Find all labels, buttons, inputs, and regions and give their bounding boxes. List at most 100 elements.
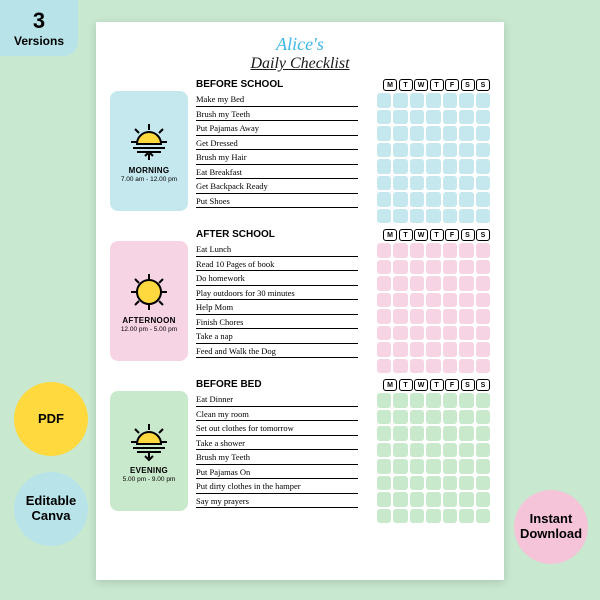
checkbox-cell[interactable] (459, 459, 474, 474)
checkbox-cell[interactable] (377, 393, 392, 408)
checkbox-cell[interactable] (410, 276, 425, 291)
checkbox-cell[interactable] (410, 309, 425, 324)
checkbox-cell[interactable] (476, 426, 491, 441)
checkbox-cell[interactable] (443, 393, 458, 408)
checkbox-cell[interactable] (393, 476, 408, 491)
checkbox-cell[interactable] (443, 509, 458, 524)
checkbox-cell[interactable] (393, 492, 408, 507)
checkbox-cell[interactable] (459, 293, 474, 308)
checkbox-cell[interactable] (410, 342, 425, 357)
checkbox-cell[interactable] (476, 309, 491, 324)
checkbox-cell[interactable] (393, 143, 408, 158)
checkbox-cell[interactable] (443, 459, 458, 474)
checkbox-cell[interactable] (476, 209, 491, 224)
checkbox-cell[interactable] (443, 309, 458, 324)
checkbox-cell[interactable] (426, 410, 441, 425)
checkbox-cell[interactable] (377, 192, 392, 207)
checkbox-cell[interactable] (410, 410, 425, 425)
checkbox-cell[interactable] (410, 143, 425, 158)
checkbox-cell[interactable] (476, 126, 491, 141)
checkbox-cell[interactable] (426, 159, 441, 174)
checkbox-cell[interactable] (393, 393, 408, 408)
checkbox-cell[interactable] (459, 192, 474, 207)
checkbox-cell[interactable] (426, 276, 441, 291)
checkbox-cell[interactable] (426, 93, 441, 108)
checkbox-cell[interactable] (443, 159, 458, 174)
checkbox-cell[interactable] (393, 309, 408, 324)
checkbox-cell[interactable] (410, 293, 425, 308)
checkbox-cell[interactable] (393, 459, 408, 474)
checkbox-cell[interactable] (410, 476, 425, 491)
checkbox-cell[interactable] (443, 209, 458, 224)
checkbox-cell[interactable] (377, 342, 392, 357)
checkbox-cell[interactable] (476, 260, 491, 275)
checkbox-cell[interactable] (377, 260, 392, 275)
checkbox-cell[interactable] (476, 476, 491, 491)
checkbox-cell[interactable] (410, 110, 425, 125)
checkbox-cell[interactable] (459, 93, 474, 108)
checkbox-cell[interactable] (426, 243, 441, 258)
checkbox-cell[interactable] (459, 342, 474, 357)
checkbox-cell[interactable] (377, 143, 392, 158)
checkbox-cell[interactable] (410, 209, 425, 224)
checkbox-cell[interactable] (459, 309, 474, 324)
checkbox-cell[interactable] (476, 326, 491, 341)
checkbox-cell[interactable] (393, 326, 408, 341)
checkbox-cell[interactable] (476, 459, 491, 474)
checkbox-cell[interactable] (459, 260, 474, 275)
checkbox-cell[interactable] (459, 243, 474, 258)
checkbox-cell[interactable] (393, 342, 408, 357)
checkbox-cell[interactable] (459, 176, 474, 191)
checkbox-cell[interactable] (410, 509, 425, 524)
checkbox-cell[interactable] (459, 476, 474, 491)
checkbox-cell[interactable] (443, 192, 458, 207)
checkbox-cell[interactable] (459, 509, 474, 524)
checkbox-cell[interactable] (476, 192, 491, 207)
checkbox-cell[interactable] (393, 410, 408, 425)
checkbox-cell[interactable] (443, 326, 458, 341)
checkbox-cell[interactable] (393, 176, 408, 191)
checkbox-cell[interactable] (426, 492, 441, 507)
checkbox-cell[interactable] (459, 126, 474, 141)
checkbox-cell[interactable] (459, 110, 474, 125)
checkbox-cell[interactable] (459, 393, 474, 408)
checkbox-cell[interactable] (426, 393, 441, 408)
checkbox-cell[interactable] (377, 110, 392, 125)
checkbox-cell[interactable] (443, 176, 458, 191)
checkbox-cell[interactable] (377, 509, 392, 524)
checkbox-cell[interactable] (410, 459, 425, 474)
checkbox-cell[interactable] (426, 509, 441, 524)
checkbox-cell[interactable] (410, 326, 425, 341)
checkbox-cell[interactable] (410, 260, 425, 275)
checkbox-cell[interactable] (393, 443, 408, 458)
checkbox-cell[interactable] (476, 293, 491, 308)
checkbox-cell[interactable] (443, 126, 458, 141)
checkbox-cell[interactable] (410, 159, 425, 174)
checkbox-cell[interactable] (410, 359, 425, 374)
checkbox-cell[interactable] (443, 293, 458, 308)
checkbox-cell[interactable] (443, 426, 458, 441)
checkbox-cell[interactable] (426, 476, 441, 491)
checkbox-cell[interactable] (443, 410, 458, 425)
checkbox-cell[interactable] (377, 243, 392, 258)
checkbox-cell[interactable] (410, 443, 425, 458)
checkbox-cell[interactable] (377, 492, 392, 507)
checkbox-cell[interactable] (377, 93, 392, 108)
checkbox-cell[interactable] (476, 110, 491, 125)
checkbox-cell[interactable] (476, 143, 491, 158)
checkbox-cell[interactable] (443, 492, 458, 507)
checkbox-cell[interactable] (377, 159, 392, 174)
checkbox-cell[interactable] (459, 209, 474, 224)
checkbox-cell[interactable] (459, 326, 474, 341)
checkbox-cell[interactable] (377, 209, 392, 224)
checkbox-cell[interactable] (410, 192, 425, 207)
checkbox-cell[interactable] (476, 393, 491, 408)
checkbox-cell[interactable] (426, 176, 441, 191)
checkbox-cell[interactable] (443, 359, 458, 374)
checkbox-cell[interactable] (426, 326, 441, 341)
checkbox-cell[interactable] (393, 359, 408, 374)
checkbox-cell[interactable] (426, 309, 441, 324)
checkbox-cell[interactable] (410, 176, 425, 191)
checkbox-cell[interactable] (459, 443, 474, 458)
checkbox-cell[interactable] (476, 492, 491, 507)
